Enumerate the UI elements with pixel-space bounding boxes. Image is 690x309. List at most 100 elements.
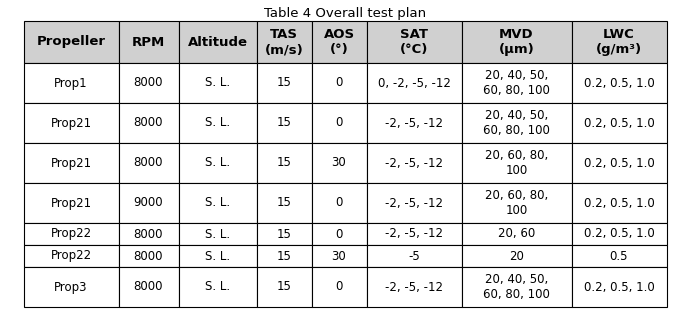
Bar bbox=[23, 245, 119, 267]
Text: -2, -5, -12: -2, -5, -12 bbox=[385, 281, 443, 294]
Text: 0.2, 0.5, 1.0: 0.2, 0.5, 1.0 bbox=[584, 227, 654, 240]
Text: S. L.: S. L. bbox=[205, 77, 230, 90]
Text: S. L.: S. L. bbox=[205, 227, 230, 240]
Bar bbox=[571, 183, 667, 223]
Bar bbox=[179, 103, 257, 143]
Bar bbox=[179, 21, 257, 63]
Bar bbox=[179, 183, 257, 223]
Text: -2, -5, -12: -2, -5, -12 bbox=[385, 197, 443, 210]
Bar bbox=[571, 245, 667, 267]
Text: 8000: 8000 bbox=[134, 281, 164, 294]
Bar bbox=[257, 183, 311, 223]
Bar bbox=[571, 103, 667, 143]
Bar bbox=[462, 183, 571, 223]
Text: 15: 15 bbox=[277, 227, 291, 240]
Bar bbox=[23, 143, 119, 183]
Bar bbox=[462, 63, 571, 103]
Text: 8000: 8000 bbox=[134, 249, 164, 263]
Bar bbox=[23, 223, 119, 245]
Text: Prop22: Prop22 bbox=[50, 249, 92, 263]
Text: 20: 20 bbox=[509, 249, 524, 263]
Text: 0: 0 bbox=[335, 227, 343, 240]
Bar bbox=[462, 223, 571, 245]
Text: 0.2, 0.5, 1.0: 0.2, 0.5, 1.0 bbox=[584, 281, 654, 294]
Text: S. L.: S. L. bbox=[205, 249, 230, 263]
Bar bbox=[257, 143, 311, 183]
Bar bbox=[571, 223, 667, 245]
Text: 15: 15 bbox=[277, 116, 291, 129]
Text: Table 4 Overall test plan: Table 4 Overall test plan bbox=[264, 6, 426, 19]
Text: -2, -5, -12: -2, -5, -12 bbox=[385, 156, 443, 170]
Text: 0, -2, -5, -12: 0, -2, -5, -12 bbox=[377, 77, 451, 90]
Text: 15: 15 bbox=[277, 249, 291, 263]
Text: Prop3: Prop3 bbox=[55, 281, 88, 294]
Text: -2, -5, -12: -2, -5, -12 bbox=[385, 116, 443, 129]
Text: 8000: 8000 bbox=[134, 227, 164, 240]
Bar bbox=[366, 63, 462, 103]
Text: 15: 15 bbox=[277, 156, 291, 170]
Bar bbox=[119, 183, 179, 223]
Text: 9000: 9000 bbox=[134, 197, 164, 210]
Bar bbox=[119, 103, 179, 143]
Bar bbox=[311, 63, 366, 103]
Text: SAT
(°C): SAT (°C) bbox=[400, 28, 428, 56]
Bar bbox=[462, 21, 571, 63]
Bar bbox=[23, 267, 119, 307]
Text: -5: -5 bbox=[408, 249, 420, 263]
Bar bbox=[366, 103, 462, 143]
Bar bbox=[311, 245, 366, 267]
Text: S. L.: S. L. bbox=[205, 116, 230, 129]
Text: Prop22: Prop22 bbox=[50, 227, 92, 240]
Text: 30: 30 bbox=[332, 156, 346, 170]
Bar bbox=[571, 63, 667, 103]
Text: 20, 40, 50,
60, 80, 100: 20, 40, 50, 60, 80, 100 bbox=[483, 109, 550, 137]
Text: TAS
(m/s): TAS (m/s) bbox=[265, 28, 304, 56]
Bar bbox=[119, 143, 179, 183]
Text: Prop21: Prop21 bbox=[50, 116, 92, 129]
Bar bbox=[179, 223, 257, 245]
Bar bbox=[311, 21, 366, 63]
Text: Altitude: Altitude bbox=[188, 36, 248, 49]
Text: S. L.: S. L. bbox=[205, 197, 230, 210]
Bar bbox=[23, 183, 119, 223]
Bar bbox=[311, 267, 366, 307]
Bar bbox=[119, 21, 179, 63]
Bar bbox=[257, 267, 311, 307]
Text: 20, 60: 20, 60 bbox=[498, 227, 535, 240]
Text: 8000: 8000 bbox=[134, 77, 164, 90]
Bar bbox=[366, 21, 462, 63]
Bar bbox=[119, 63, 179, 103]
Bar bbox=[257, 21, 311, 63]
Text: RPM: RPM bbox=[132, 36, 165, 49]
Bar bbox=[571, 267, 667, 307]
Bar bbox=[571, 21, 667, 63]
Bar bbox=[23, 63, 119, 103]
Bar bbox=[257, 245, 311, 267]
Text: 0: 0 bbox=[335, 197, 343, 210]
Text: Prop1: Prop1 bbox=[55, 77, 88, 90]
Text: 0: 0 bbox=[335, 77, 343, 90]
Bar bbox=[257, 103, 311, 143]
Bar bbox=[462, 103, 571, 143]
Text: 20, 40, 50,
60, 80, 100: 20, 40, 50, 60, 80, 100 bbox=[483, 273, 550, 301]
Text: 20, 60, 80,
100: 20, 60, 80, 100 bbox=[485, 189, 548, 217]
Bar bbox=[462, 245, 571, 267]
Bar bbox=[119, 245, 179, 267]
Bar bbox=[119, 267, 179, 307]
Bar bbox=[311, 183, 366, 223]
Bar bbox=[366, 223, 462, 245]
Text: LWC
(g/m³): LWC (g/m³) bbox=[596, 28, 642, 56]
Bar bbox=[462, 267, 571, 307]
Text: 15: 15 bbox=[277, 77, 291, 90]
Bar bbox=[23, 103, 119, 143]
Text: 0: 0 bbox=[335, 281, 343, 294]
Text: Prop21: Prop21 bbox=[50, 197, 92, 210]
Text: 20, 60, 80,
100: 20, 60, 80, 100 bbox=[485, 149, 548, 177]
Bar bbox=[311, 223, 366, 245]
Text: Prop21: Prop21 bbox=[50, 156, 92, 170]
Bar bbox=[366, 143, 462, 183]
Bar bbox=[462, 143, 571, 183]
Bar bbox=[179, 63, 257, 103]
Text: 0: 0 bbox=[335, 116, 343, 129]
Bar bbox=[119, 223, 179, 245]
